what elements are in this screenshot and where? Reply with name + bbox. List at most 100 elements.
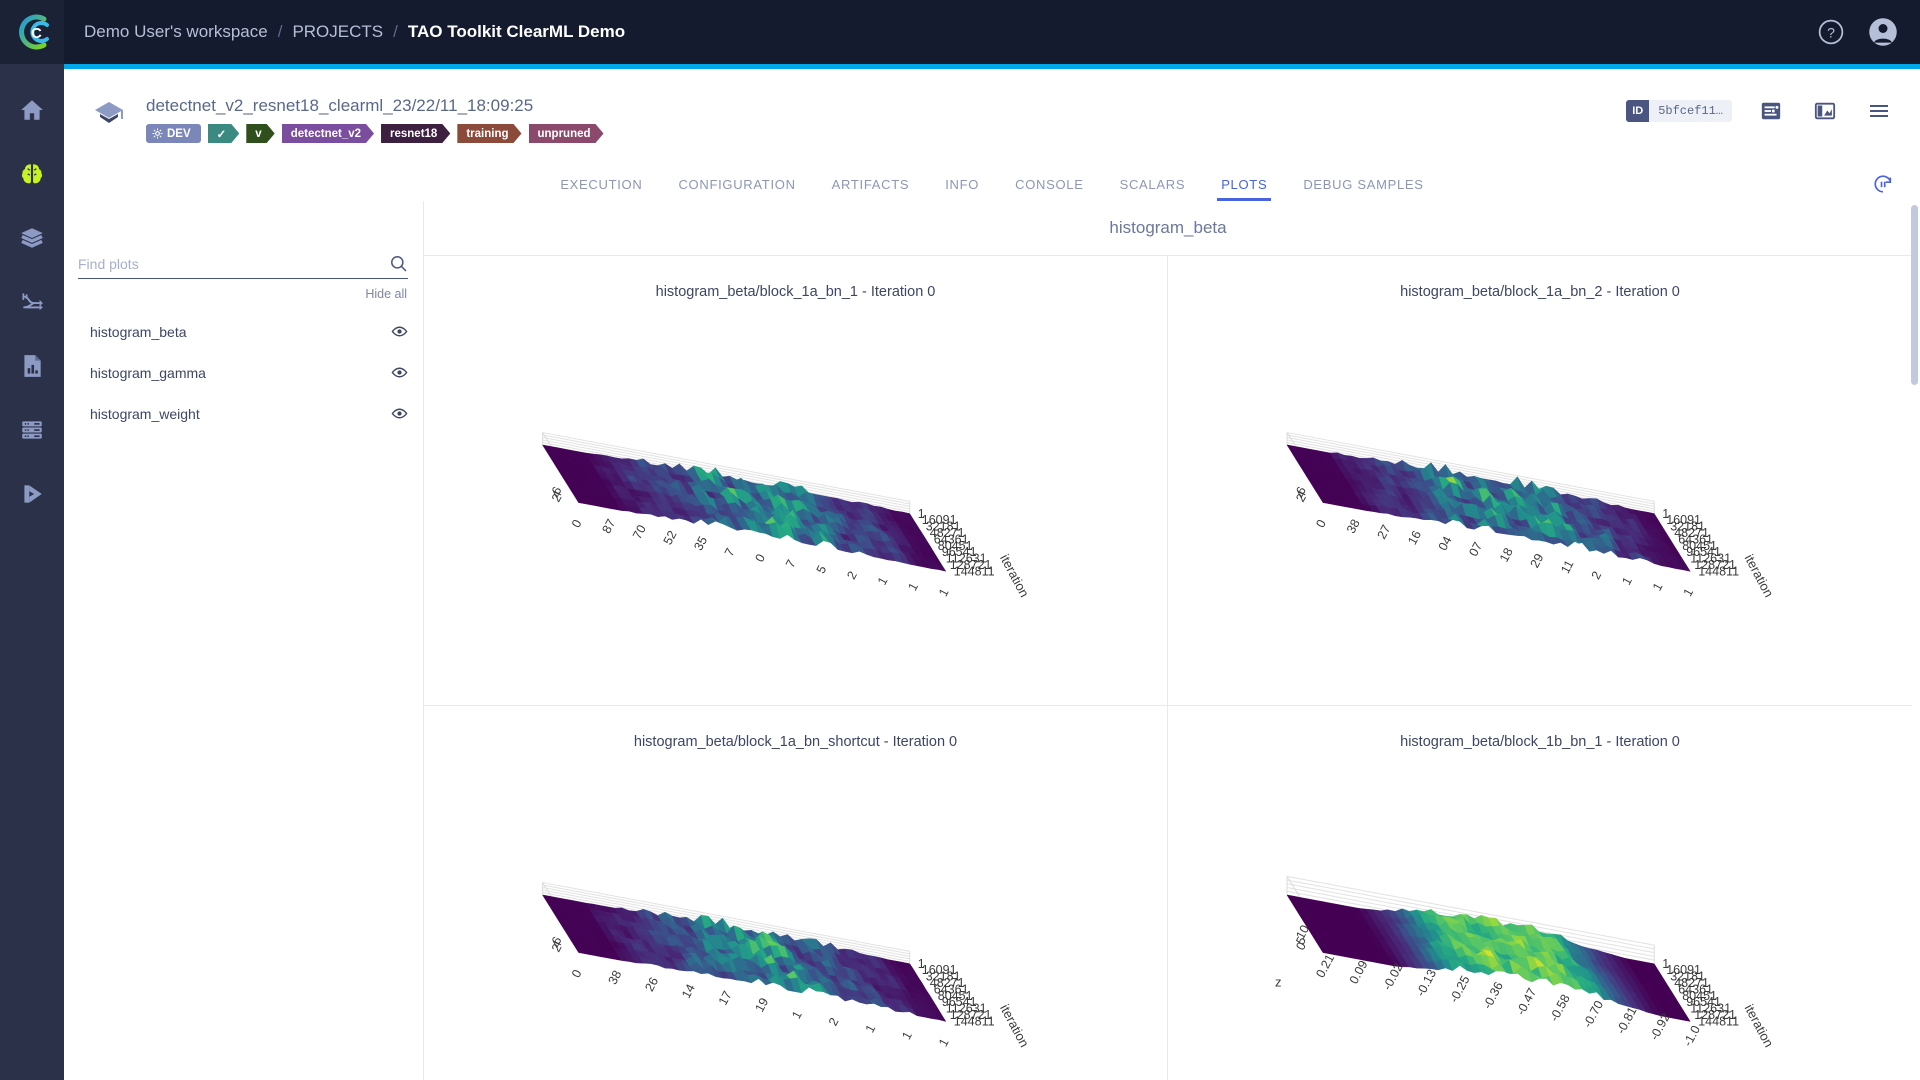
y-axis-ticks: 1160913218148271643618045196541112631128… — [1662, 957, 1776, 1050]
list-item[interactable]: histogram_weight — [64, 393, 424, 434]
task-tag-label: v — [255, 127, 262, 140]
svg-text:-0.70: -0.70 — [1580, 998, 1606, 1030]
sidebar-item-reports[interactable] — [0, 334, 64, 398]
list-item[interactable]: histogram_beta — [64, 311, 424, 352]
svg-text:iteration: iteration — [997, 552, 1032, 600]
task-id-value: 5bfcef11… — [1658, 104, 1723, 118]
plot-item-label: histogram_beta — [90, 323, 187, 340]
tab-debug-samples[interactable]: DEBUG SAMPLES — [1303, 177, 1424, 192]
breadcrumb-workspace[interactable]: Demo User's workspace — [84, 22, 268, 41]
svg-text:80451: 80451 — [1682, 989, 1717, 1003]
sidebar-item-applications[interactable] — [0, 462, 64, 526]
task-tag[interactable]: ✓ — [208, 124, 240, 143]
svg-text:1: 1 — [1619, 575, 1635, 588]
layers-icon — [21, 228, 43, 248]
svg-text:128721: 128721 — [950, 558, 992, 572]
sidebar-item-home[interactable] — [0, 78, 64, 142]
task-tag[interactable]: training — [457, 124, 521, 143]
svg-text:1: 1 — [918, 957, 925, 971]
plot-cell[interactable]: histogram_beta/block_1a_bn_2 - Iteration… — [1168, 256, 1912, 706]
search-input[interactable] — [78, 255, 389, 272]
task-details-button[interactable] — [1756, 96, 1786, 126]
y-axis-ticks: 1160913218148271643618045196541112631128… — [918, 957, 1032, 1050]
tab-plots[interactable]: PLOTS — [1203, 177, 1285, 201]
svg-text:-0.36: -0.36 — [1480, 980, 1506, 1012]
z-axis-ticks: 246 — [549, 934, 565, 954]
eye-icon[interactable] — [391, 405, 408, 422]
task-menu-button[interactable] — [1864, 96, 1894, 126]
sidebar-item-pipelines[interactable] — [0, 270, 64, 334]
tab-artifacts[interactable]: ARTIFACTS — [831, 177, 910, 192]
user-avatar-icon — [1869, 18, 1897, 46]
svg-text:18: 18 — [1497, 546, 1516, 565]
breadcrumb-projects[interactable]: PROJECTS — [292, 22, 384, 41]
plot-title: histogram_beta/block_1a_bn_2 - Iteration… — [1400, 284, 1680, 300]
svg-text:0: 0 — [752, 552, 768, 565]
tab-configuration[interactable]: CONFIGURATION — [678, 177, 796, 192]
sidebar-item-experiments[interactable] — [0, 142, 64, 206]
tab-execution[interactable]: EXECUTION — [560, 177, 643, 192]
surface-plot-3[interactable]: 1 16091 32181 48271 64361 80451 96541 112631 128… — [1168, 758, 1912, 1080]
report-document-icon — [24, 355, 41, 377]
svg-text:32181: 32181 — [926, 970, 961, 984]
svg-text:64361: 64361 — [934, 532, 969, 546]
plot-cell[interactable]: histogram_beta/block_1a_bn_shortcut - It… — [424, 706, 1168, 1080]
svg-text:1: 1 — [899, 1029, 915, 1042]
breadcrumb-current-project[interactable]: TAO Toolkit ClearML Demo — [407, 22, 626, 41]
split-view-button[interactable] — [1810, 96, 1840, 126]
vertical-scrollbar[interactable] — [1911, 205, 1918, 385]
task-details-icon — [1761, 102, 1781, 120]
surface-plot-2[interactable]: 1 16091 32181 48271 64361 80451 96541 112631 128… — [424, 758, 1167, 1080]
list-item[interactable]: histogram_gamma — [64, 352, 424, 393]
svg-text:80451: 80451 — [938, 539, 973, 553]
brain-icon — [21, 164, 43, 184]
server-stack-icon — [22, 421, 42, 439]
surface-plot-1[interactable]: 1 16091 32181 48271 64361 80451 96541 112631 128… — [1168, 308, 1912, 704]
accent-bar — [64, 64, 1920, 69]
auto-refresh-button[interactable] — [1872, 173, 1894, 195]
account-button[interactable] — [1868, 17, 1898, 47]
svg-text:1: 1 — [789, 1009, 805, 1022]
svg-text:2: 2 — [826, 1015, 842, 1028]
svg-text:35: 35 — [691, 534, 710, 553]
svg-text:144811: 144811 — [954, 564, 995, 578]
plot-cell[interactable]: histogram_beta/block_1b_bn_1 - Iteration… — [1168, 706, 1912, 1080]
task-tag-label: ✓ — [216, 128, 227, 141]
svg-text:32181: 32181 — [926, 520, 961, 534]
task-tag[interactable]: detectnet_v2 — [282, 124, 374, 143]
sidebar-item-models[interactable] — [0, 206, 64, 270]
plot-item-label: histogram_weight — [90, 405, 200, 422]
svg-text:0: 0 — [569, 517, 585, 530]
eye-icon[interactable] — [391, 323, 408, 340]
svg-text:7: 7 — [783, 557, 799, 570]
double-chevron-right-icon — [24, 485, 42, 503]
surface-svg: 1160913218148271643618045196541112631128… — [542, 432, 1032, 600]
plot-group-title: histogram_beta — [424, 201, 1912, 256]
clearml-logo[interactable]: C — [0, 0, 64, 64]
help-button[interactable]: ? — [1816, 17, 1846, 47]
task-header-actions: ID 5bfcef11… — [1626, 96, 1894, 126]
svg-text:32181: 32181 — [1670, 520, 1705, 534]
task-tag[interactable]: v — [246, 124, 274, 143]
svg-text:2: 2 — [1589, 569, 1605, 582]
task-tag[interactable]: unpruned — [529, 124, 604, 143]
help-circle-icon: ? — [1818, 19, 1844, 45]
sidebar-item-datasets[interactable] — [0, 398, 64, 462]
svg-text:144811: 144811 — [954, 1014, 995, 1028]
eye-icon[interactable] — [391, 364, 408, 381]
hide-all-button[interactable]: Hide all — [365, 287, 407, 301]
tab-scalars[interactable]: SCALARS — [1119, 177, 1186, 192]
task-tag[interactable]: DEV — [146, 124, 201, 143]
tab-console[interactable]: CONSOLE — [1015, 177, 1084, 192]
task-tag-label: unpruned — [537, 127, 591, 140]
svg-text:z: z — [1275, 975, 1282, 990]
breadcrumb-separator-2: / — [393, 22, 398, 41]
plot-cell[interactable]: histogram_beta/block_1a_bn_1 - Iteration… — [424, 256, 1168, 706]
search-icon[interactable] — [389, 254, 408, 273]
tab-info[interactable]: INFO — [945, 177, 980, 192]
hamburger-menu-icon — [1870, 105, 1888, 117]
page-title: detectnet_v2_resnet18_clearml_23/22/11_1… — [146, 96, 534, 115]
task-tag[interactable]: resnet18 — [381, 124, 450, 143]
task-id-badge[interactable]: ID 5bfcef11… — [1626, 100, 1732, 122]
surface-plot-0[interactable]: 1 16091 32181 48271 64361 80451 96541 112631 128… — [424, 308, 1167, 704]
